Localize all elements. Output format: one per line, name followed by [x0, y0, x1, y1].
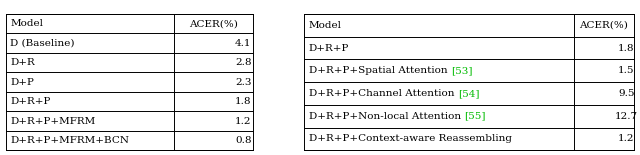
Text: D+R: D+R — [10, 58, 35, 67]
Text: 1.2: 1.2 — [235, 117, 252, 126]
Text: D (Baseline): D (Baseline) — [10, 39, 75, 48]
Text: D+R+P: D+R+P — [10, 97, 51, 106]
Text: D+R+P: D+R+P — [309, 44, 349, 53]
Text: ACER(%): ACER(%) — [189, 19, 238, 28]
Text: [54]: [54] — [458, 89, 479, 98]
Text: 1.8: 1.8 — [235, 97, 252, 106]
Text: D+R+P+Context-aware Reassembling: D+R+P+Context-aware Reassembling — [309, 135, 512, 144]
Text: 12.7: 12.7 — [615, 112, 638, 121]
Text: [53]: [53] — [451, 66, 472, 75]
Text: Model: Model — [309, 21, 342, 30]
Text: [55]: [55] — [464, 112, 486, 121]
Text: D+P: D+P — [10, 78, 34, 87]
Text: D+R+P+Channel Attention: D+R+P+Channel Attention — [309, 89, 458, 98]
Text: Model: Model — [10, 19, 43, 28]
Text: D+R+P+MFRM+BCN: D+R+P+MFRM+BCN — [10, 136, 129, 145]
Text: 2.8: 2.8 — [235, 58, 252, 67]
Text: 9.5: 9.5 — [618, 89, 635, 98]
Text: ACER(%): ACER(%) — [579, 21, 628, 30]
Text: 0.8: 0.8 — [235, 136, 252, 145]
Text: 1.8: 1.8 — [618, 44, 635, 53]
Text: 1.5: 1.5 — [618, 66, 635, 75]
Text: D+R+P+Non-local Attention: D+R+P+Non-local Attention — [309, 112, 464, 121]
Text: D+R+P+Spatial Attention: D+R+P+Spatial Attention — [309, 66, 451, 75]
Text: D+R+P+MFRM: D+R+P+MFRM — [10, 117, 95, 126]
Text: 2.3: 2.3 — [235, 78, 252, 87]
Text: 1.2: 1.2 — [618, 135, 635, 144]
Text: 4.1: 4.1 — [235, 39, 252, 48]
